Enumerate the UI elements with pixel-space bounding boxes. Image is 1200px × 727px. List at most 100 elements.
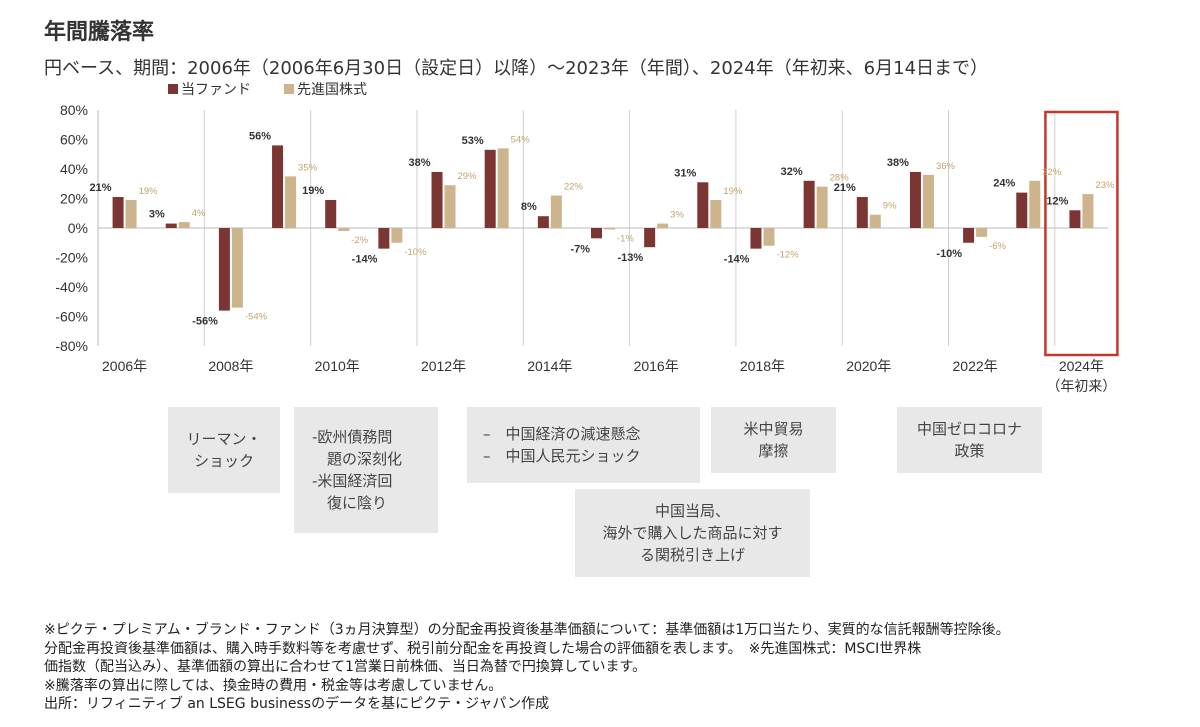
bar-benchmark-2015 [604,228,615,230]
bar-benchmark-2023 [1029,180,1041,228]
x-tick-label: 2024年 [1059,358,1104,374]
note-us-china-trade: 米中貿易 摩擦 [711,407,836,473]
x-tick-label: 2006年 [102,358,147,374]
bar-fund-2023 [1016,192,1028,228]
y-tick-label: -60% [55,309,88,325]
note-zero-covid: 中国ゼロコロナ 政策 [897,407,1042,473]
note-line: 海外で購入した商品に対す [602,524,783,542]
x-tick-label: 2012年 [421,358,466,374]
footnote-line: ※ピクテ・プレミアム・ブランド・ファンド（3ヵ月決算型）の分配金再投資後基準価額… [44,622,1010,638]
bar-benchmark-2011 [391,228,403,243]
highlight-box-2024 [1044,110,1119,357]
data-label-benchmark-2009: 35% [298,162,318,173]
data-label-benchmark-2013: 54% [511,134,531,145]
footnote-line: 価指数（配当込み）、基準価額の算出に合わせて1営業日前株価、当日為替で円換算して… [44,659,647,676]
bar-fund-2022 [963,228,975,243]
y-tick-label: -40% [55,279,88,295]
bar-benchmark-2014 [550,195,562,228]
x-tick-label: 2010年 [315,358,360,374]
x-tick-label: 2014年 [527,358,572,374]
data-label-fund-2017: 31% [674,167,696,179]
footnote-line: 分配金再投資後基準価額は、購入時手数料等を考慮せず、税引前分配金を再投資した場合… [44,640,922,657]
data-label-fund-2012: 38% [408,157,430,169]
x-tick-label: 2018年 [740,358,785,374]
bar-benchmark-2018 [763,228,775,246]
data-label-fund-2024: 12% [1046,195,1068,207]
note-lehman-shock: リーマン・ ショック [168,407,280,493]
chart-title: 年間騰落率 [44,20,155,45]
data-label-benchmark-2023: 32% [1042,167,1062,178]
data-label-fund-2009: 56% [249,130,271,142]
bar-benchmark-2006 [125,199,137,228]
note-line: ショック [193,452,254,470]
bar-benchmark-2009 [285,176,297,228]
bar-fund-2006 [112,197,124,228]
note-line: – 中国経済の減速懸念 [483,425,641,443]
data-label-fund-2014: 8% [521,201,537,213]
data-label-benchmark-2018: -12% [776,250,799,261]
legend-swatch-benchmark [284,84,294,94]
data-label-fund-2008: -56% [192,316,218,328]
footnote-line: ※騰落率の算出に際しては、換金時の費用・税金等は考慮していません。 [44,677,503,694]
data-label-benchmark-2024: 23% [1095,180,1115,191]
bar-fund-2021 [909,171,921,228]
x-tick-label: 2022年 [953,358,998,374]
bar-benchmark-2019 [816,186,828,228]
y-tick-label: 60% [60,132,88,148]
data-label-fund-2021: 38% [887,157,909,169]
data-label-fund-2016: -13% [617,252,643,264]
data-label-fund-2011: -14% [352,254,378,266]
x-tick-sub-label: （年初来） [1046,378,1116,394]
data-label-fund-2013: 53% [462,135,484,147]
bar-benchmark-2024 [1082,194,1094,228]
data-label-benchmark-2020: 9% [883,201,897,212]
y-tick-label: 40% [60,161,88,177]
data-label-benchmark-2010: -2% [351,235,368,246]
note-line: 復に陰り [312,494,388,512]
data-label-benchmark-2022: -6% [989,241,1006,252]
footnotes: ※ピクテ・プレミアム・ブランド・ファンド（3ヵ月決算型）の分配金再投資後基準価額… [44,621,1164,714]
bar-benchmark-2022 [976,228,988,237]
y-tick-label: 20% [60,191,88,207]
data-label-fund-2010: 19% [302,185,324,197]
x-tick-label: 2016年 [634,358,679,374]
bar-benchmark-2017 [710,199,722,228]
data-label-benchmark-2021: 36% [936,161,956,172]
bar-fund-2008 [218,228,230,311]
note-line: 題の深刻化 [312,450,403,468]
bar-fund-2019 [803,180,815,228]
data-label-benchmark-2007: 4% [192,208,206,219]
y-tick-label: 0% [68,220,88,236]
data-label-fund-2015: -7% [570,243,590,255]
legend-label-fund: 当ファンド [181,81,251,97]
note-line: 米中貿易 [743,420,804,438]
bar-chart: 80% 60% 40% 20% 0% -20% -40% -60% -80% 21% 19% 3% 4%… [55,81,1119,394]
note-china-slowdown: – 中国経済の減速懸念 – 中国人民元ショック [467,407,700,483]
data-label-fund-2019: 32% [781,166,803,178]
legend-label-benchmark: 先進国株式 [297,81,367,97]
note-euro-debt: -欧州債務問 題の深刻化 -米国経済回 復に陰り [294,407,438,533]
bar-fund-2011 [378,228,390,249]
note-line: 政策 [954,442,985,460]
data-label-benchmark-2015: -1% [617,233,634,244]
bar-fund-2017 [697,182,709,228]
bar-benchmark-2012 [444,185,456,228]
bar-fund-2012 [431,171,443,228]
chart-subtitle: 円ベース、期間：2006年（2006年6月30日（設定日）以降）〜2023年（年… [44,58,989,79]
bar-benchmark-2007 [178,222,190,228]
bar-benchmark-2016 [657,223,669,228]
note-line: -米国経済回 [312,472,393,490]
footnote-line: 出所：リフィニティブ an LSEG businessのデータを基にピクテ・ジャ… [44,696,550,713]
bar-fund-2016 [644,228,656,248]
data-label-fund-2023: 24% [993,178,1015,190]
bar-fund-2024 [1069,210,1081,228]
bar-benchmark-2013 [497,148,509,228]
data-label-fund-2022: -10% [936,248,962,260]
data-label-benchmark-2006: 19% [139,186,159,197]
bar-fund-2013 [484,149,496,228]
data-label-benchmark-2012: 29% [458,171,478,182]
bar-fund-2007 [165,223,177,228]
note-line: – 中国人民元ショック [483,447,641,465]
data-label-fund-2006: 21% [90,182,112,194]
y-tick-label: -80% [55,338,88,354]
